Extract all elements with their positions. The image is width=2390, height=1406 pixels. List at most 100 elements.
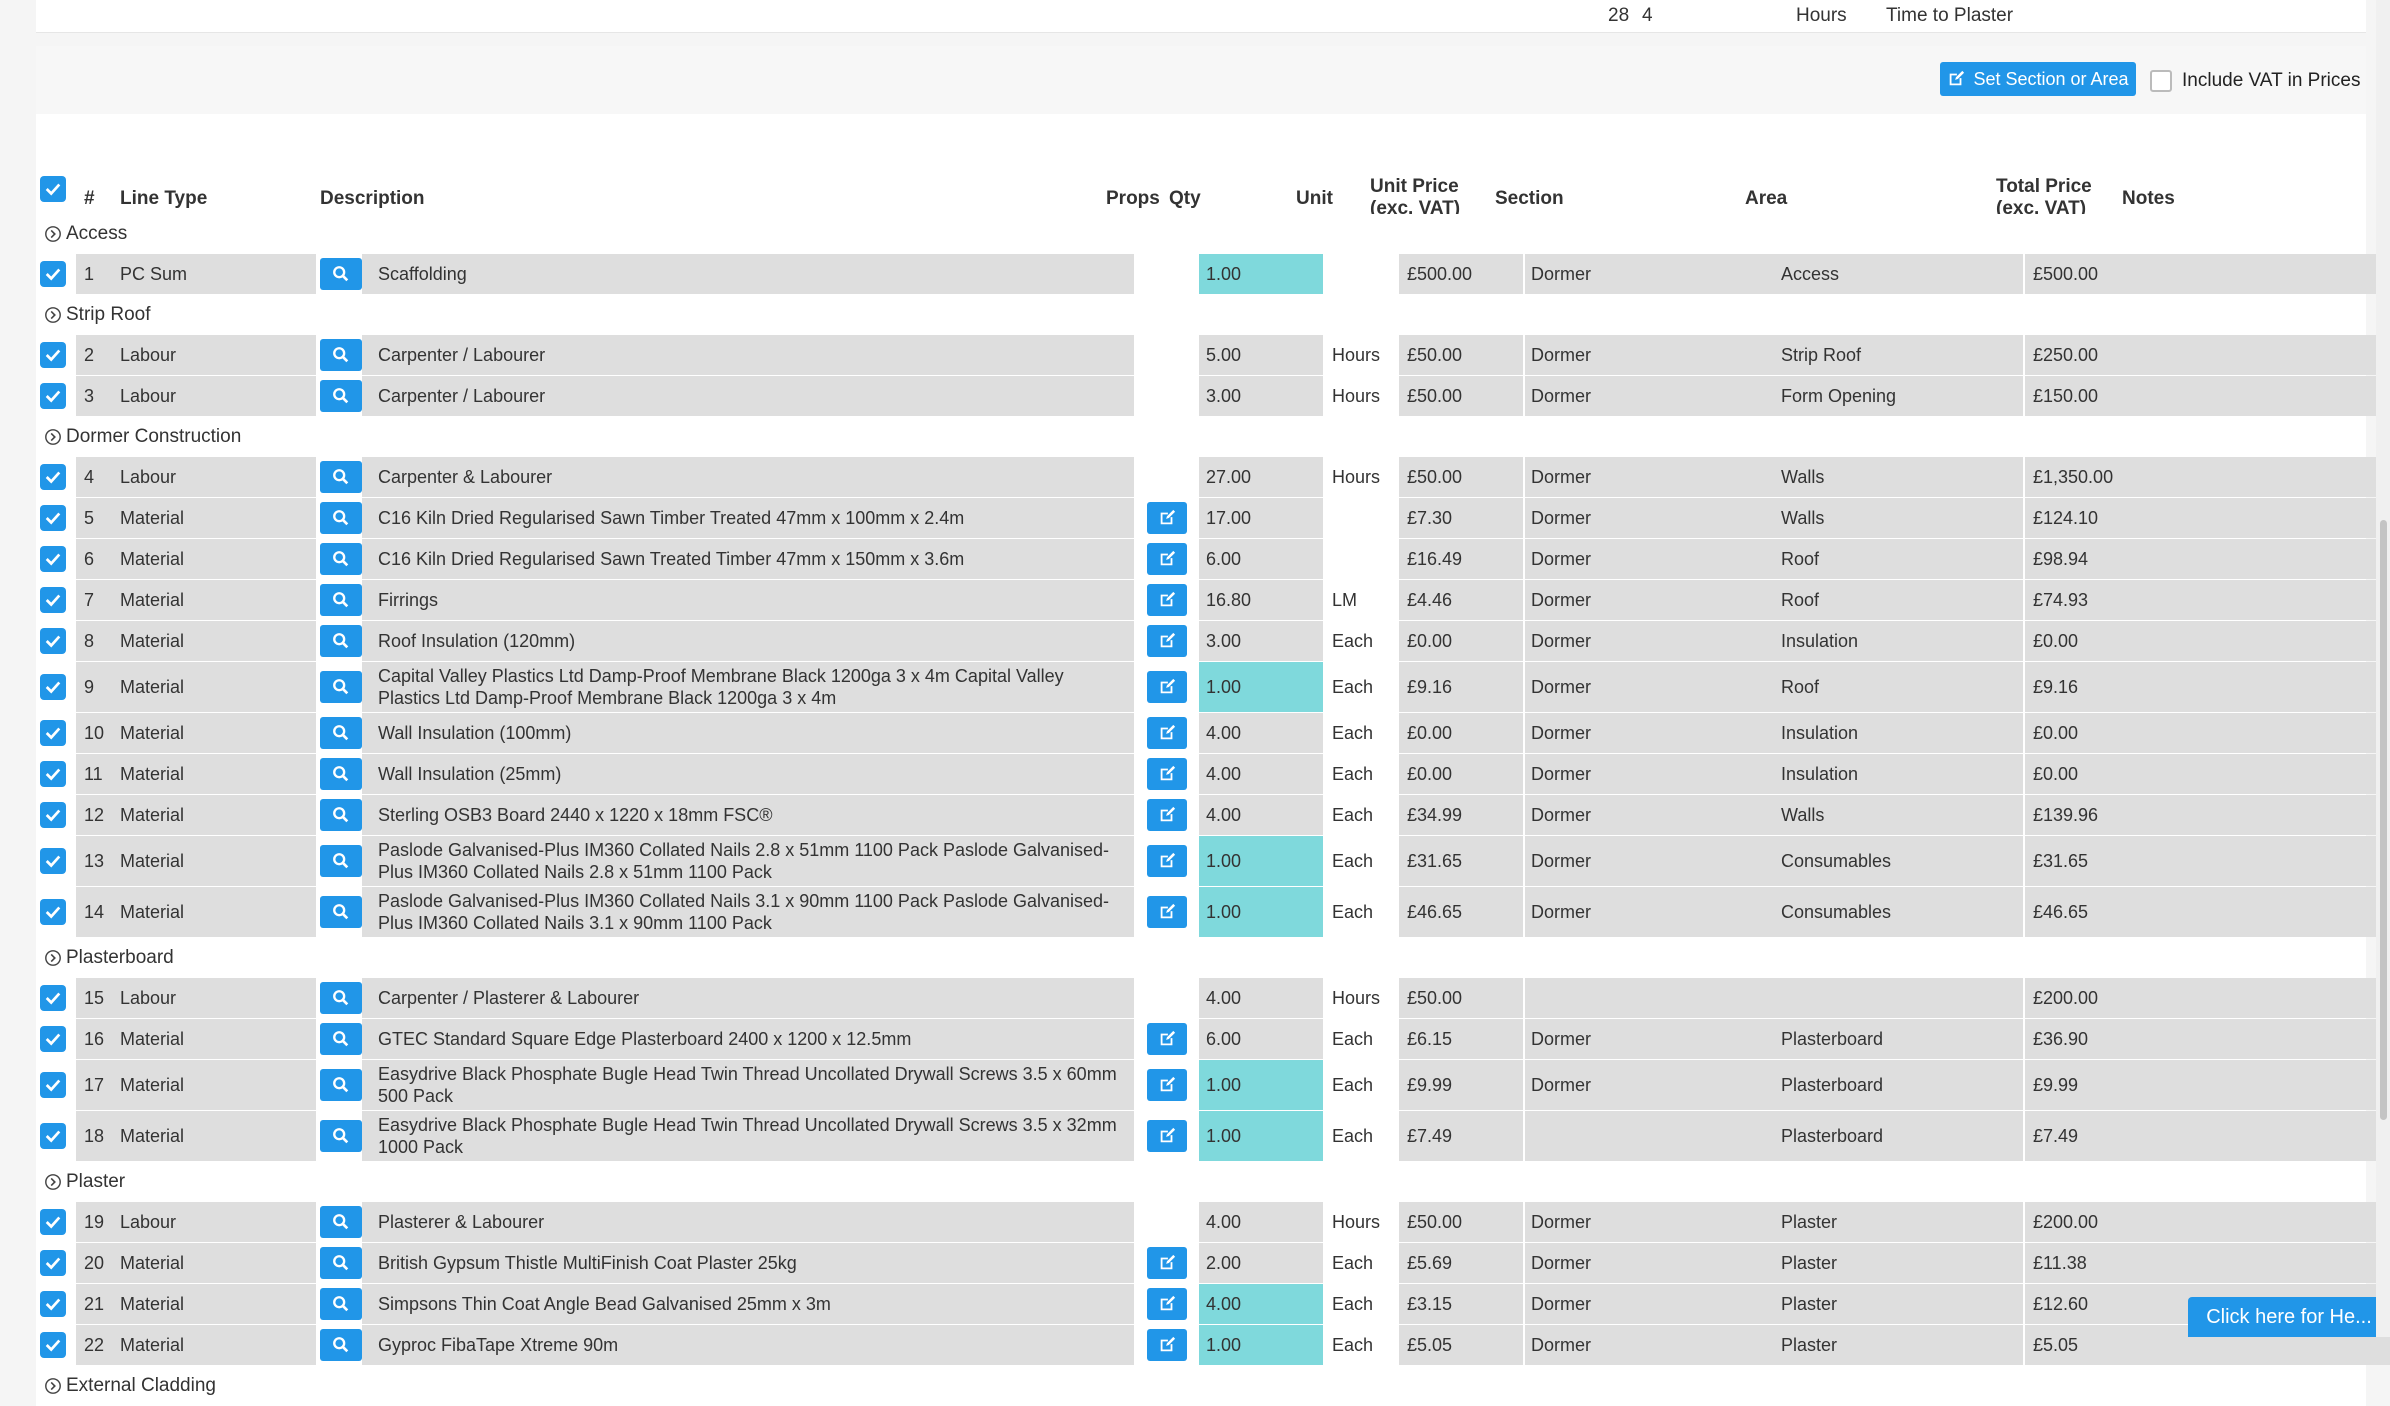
description[interactable]: Firrings: [362, 580, 1134, 620]
scrollbar-thumb[interactable]: [2380, 520, 2387, 1120]
row-checkbox[interactable]: [40, 546, 66, 572]
unit-price-cell[interactable]: £16.49: [1399, 539, 1523, 579]
edit-props-button[interactable]: [1147, 584, 1187, 616]
search-button[interactable]: [320, 1206, 362, 1238]
table-row[interactable]: 8 Material Roof Insulation (120mm) 3.00 …: [36, 621, 2390, 662]
area-cell[interactable]: Roof: [1781, 676, 1820, 697]
unit-price-cell[interactable]: £31.65: [1399, 836, 1523, 886]
qty-cell[interactable]: 6.00: [1199, 1019, 1323, 1059]
header-area[interactable]: Area: [1745, 188, 1788, 209]
table-row[interactable]: 6 Material C16 Kiln Dried Regularised Sa…: [36, 539, 2390, 580]
section-cell[interactable]: Dormer: [1531, 263, 1592, 284]
row-checkbox[interactable]: [40, 383, 66, 409]
search-button[interactable]: [320, 896, 362, 928]
section-cell[interactable]: Dormer: [1531, 722, 1592, 743]
table-row[interactable]: 1 PC Sum Scaffolding 1.00 £500.00 Dormer…: [36, 254, 2390, 295]
unit-price-cell[interactable]: £6.15: [1399, 1019, 1523, 1059]
unit-price-cell[interactable]: £50.00: [1399, 376, 1523, 416]
search-button[interactable]: [320, 1247, 362, 1279]
row-checkbox[interactable]: [40, 1250, 66, 1276]
edit-props-button[interactable]: [1147, 717, 1187, 749]
edit-props-button[interactable]: [1147, 845, 1187, 877]
table-row[interactable]: 22 Material Gyproc FibaTape Xtreme 90m 1…: [36, 1325, 2390, 1366]
qty-cell[interactable]: 17.00: [1199, 498, 1323, 538]
search-button[interactable]: [320, 982, 362, 1014]
section-cell[interactable]: Dormer: [1531, 507, 1592, 528]
header-qty[interactable]: Qty: [1169, 188, 1201, 209]
row-checkbox[interactable]: [40, 1332, 66, 1358]
area-cell[interactable]: Walls: [1781, 507, 1825, 528]
unit-price-cell[interactable]: £0.00: [1399, 621, 1523, 661]
qty-cell[interactable]: 3.00: [1199, 621, 1323, 661]
area-cell[interactable]: Plaster: [1781, 1293, 1838, 1314]
row-checkbox[interactable]: [40, 505, 66, 531]
description[interactable]: Carpenter & Labourer: [362, 457, 1134, 497]
section-header[interactable]: Access: [36, 214, 2366, 254]
section-cell[interactable]: Dormer: [1531, 466, 1592, 487]
table-row[interactable]: 13 Material Paslode Galvanised-Plus IM36…: [36, 836, 2390, 887]
unit-price-cell[interactable]: £5.05: [1399, 1325, 1523, 1365]
search-button[interactable]: [320, 461, 362, 493]
row-checkbox[interactable]: [40, 628, 66, 654]
search-button[interactable]: [320, 1069, 362, 1101]
search-button[interactable]: [320, 625, 362, 657]
search-button[interactable]: [320, 380, 362, 412]
table-row[interactable]: 7 Material Firrings 16.80 LM £4.46 Dorme…: [36, 580, 2390, 621]
search-button[interactable]: [320, 799, 362, 831]
search-button[interactable]: [320, 758, 362, 790]
table-row[interactable]: 2 Labour Carpenter / Labourer 5.00 Hours…: [36, 335, 2390, 376]
row-checkbox[interactable]: [40, 342, 66, 368]
area-cell[interactable]: Strip Roof: [1781, 344, 1862, 365]
edit-props-button[interactable]: [1147, 758, 1187, 790]
table-row[interactable]: 21 Material Simpsons Thin Coat Angle Bea…: [36, 1284, 2390, 1325]
description[interactable]: Easydrive Black Phosphate Bugle Head Twi…: [362, 1060, 1134, 1110]
row-checkbox[interactable]: [40, 899, 66, 925]
search-button[interactable]: [320, 339, 362, 371]
row-checkbox[interactable]: [40, 985, 66, 1011]
area-cell[interactable]: Plasterboard: [1781, 1125, 1884, 1146]
edit-props-button[interactable]: [1147, 1288, 1187, 1320]
table-row[interactable]: 10 Material Wall Insulation (100mm) 4.00…: [36, 713, 2390, 754]
header-line-type[interactable]: Line Type: [120, 188, 208, 209]
section-cell[interactable]: Dormer: [1531, 1074, 1592, 1095]
unit-price-cell[interactable]: £9.99: [1399, 1060, 1523, 1110]
description[interactable]: Paslode Galvanised-Plus IM360 Collated N…: [362, 836, 1134, 886]
description[interactable]: Wall Insulation (25mm): [362, 754, 1134, 794]
section-cell[interactable]: Dormer: [1531, 344, 1592, 365]
qty-cell[interactable]: 1.00: [1199, 662, 1323, 712]
edit-props-button[interactable]: [1147, 671, 1187, 703]
unit-price-cell[interactable]: £0.00: [1399, 754, 1523, 794]
section-cell[interactable]: Dormer: [1531, 1293, 1592, 1314]
row-checkbox[interactable]: [40, 761, 66, 787]
section-cell[interactable]: Dormer: [1531, 804, 1592, 825]
search-button[interactable]: [320, 543, 362, 575]
description[interactable]: Scaffolding: [362, 254, 1134, 294]
row-checkbox[interactable]: [40, 720, 66, 746]
table-row[interactable]: 3 Labour Carpenter / Labourer 3.00 Hours…: [36, 376, 2390, 417]
area-cell[interactable]: Insulation: [1781, 763, 1859, 784]
qty-cell[interactable]: 4.00: [1199, 795, 1323, 835]
row-checkbox[interactable]: [40, 848, 66, 874]
edit-props-button[interactable]: [1147, 543, 1187, 575]
table-row[interactable]: 15 Labour Carpenter / Plasterer & Labour…: [36, 978, 2390, 1019]
qty-cell[interactable]: 1.00: [1199, 1111, 1323, 1161]
table-row[interactable]: 17 Material Easydrive Black Phosphate Bu…: [36, 1060, 2390, 1111]
area-cell[interactable]: Insulation: [1781, 722, 1859, 743]
row-checkbox[interactable]: [40, 464, 66, 490]
include-vat-toggle[interactable]: Include VAT in Prices: [2150, 70, 2360, 92]
description[interactable]: Capital Valley Plastics Ltd Damp-Proof M…: [362, 662, 1134, 712]
edit-props-button[interactable]: [1147, 625, 1187, 657]
row-checkbox[interactable]: [40, 674, 66, 700]
search-button[interactable]: [320, 258, 362, 290]
description[interactable]: Sterling OSB3 Board 2440 x 1220 x 18mm F…: [362, 795, 1134, 835]
description[interactable]: Gyproc FibaTape Xtreme 90m: [362, 1325, 1134, 1365]
unit-price-cell[interactable]: £7.49: [1399, 1111, 1523, 1161]
description[interactable]: Carpenter / Labourer: [362, 335, 1134, 375]
unit-price-cell[interactable]: £0.00: [1399, 713, 1523, 753]
area-cell[interactable]: Roof: [1781, 548, 1820, 569]
area-cell[interactable]: Insulation: [1781, 630, 1859, 651]
search-button[interactable]: [320, 502, 362, 534]
edit-props-button[interactable]: [1147, 896, 1187, 928]
header-total-price[interactable]: Total Price (exc. VAT): [1996, 176, 2092, 220]
row-checkbox[interactable]: [40, 1123, 66, 1149]
